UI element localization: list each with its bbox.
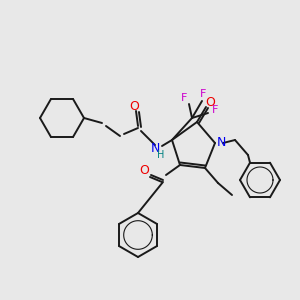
- Text: F: F: [200, 89, 206, 99]
- Text: N: N: [216, 136, 226, 148]
- Text: O: O: [129, 100, 139, 112]
- Text: F: F: [181, 93, 187, 103]
- Text: N: N: [150, 142, 160, 155]
- Text: H: H: [157, 150, 165, 160]
- Text: F: F: [212, 105, 218, 115]
- Text: O: O: [205, 95, 215, 109]
- Text: O: O: [139, 164, 149, 176]
